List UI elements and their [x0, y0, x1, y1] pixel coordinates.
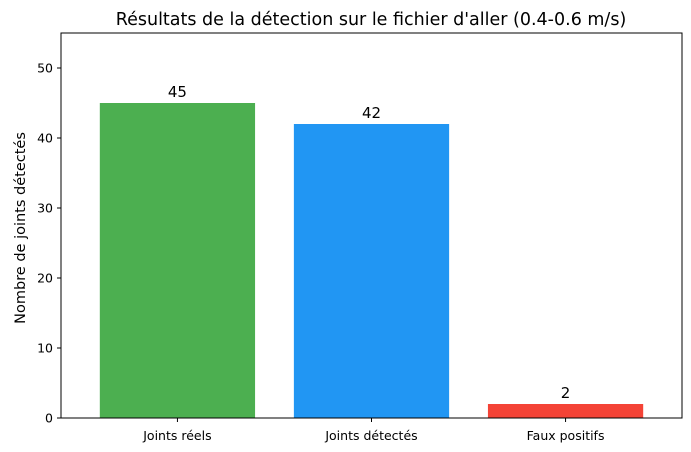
y-tick-label-5: 50: [37, 61, 53, 76]
data-label-1: 42: [362, 104, 381, 122]
y-tick-label-3: 30: [37, 201, 53, 216]
bars-group: [99, 103, 644, 418]
x-tick-label-0: Joints réels: [142, 428, 211, 443]
data-labels-group: 45 42 2: [168, 83, 570, 402]
bar-2: [487, 404, 644, 418]
chart-title: Résultats de la détection sur le fichier…: [116, 10, 627, 30]
x-tick-label-2: Faux positifs: [527, 428, 605, 443]
y-axis-ticks: 0 10 20 30 40 50: [37, 61, 61, 426]
y-axis-label: Nombre de joints détectés: [13, 132, 29, 324]
x-tick-label-1: Joints détectés: [324, 428, 417, 443]
y-tick-label-1: 10: [37, 341, 53, 356]
data-label-2: 2: [561, 384, 571, 402]
y-tick-label-0: 0: [45, 411, 53, 426]
y-tick-label-2: 20: [37, 271, 53, 286]
bar-0: [99, 103, 256, 418]
bar-1: [293, 124, 450, 418]
data-label-0: 45: [168, 83, 187, 101]
x-axis-ticks: Joints réels Joints détectés Faux positifs: [142, 418, 604, 443]
plot-frame: [60, 32, 683, 419]
y-tick-label-4: 40: [37, 131, 53, 146]
